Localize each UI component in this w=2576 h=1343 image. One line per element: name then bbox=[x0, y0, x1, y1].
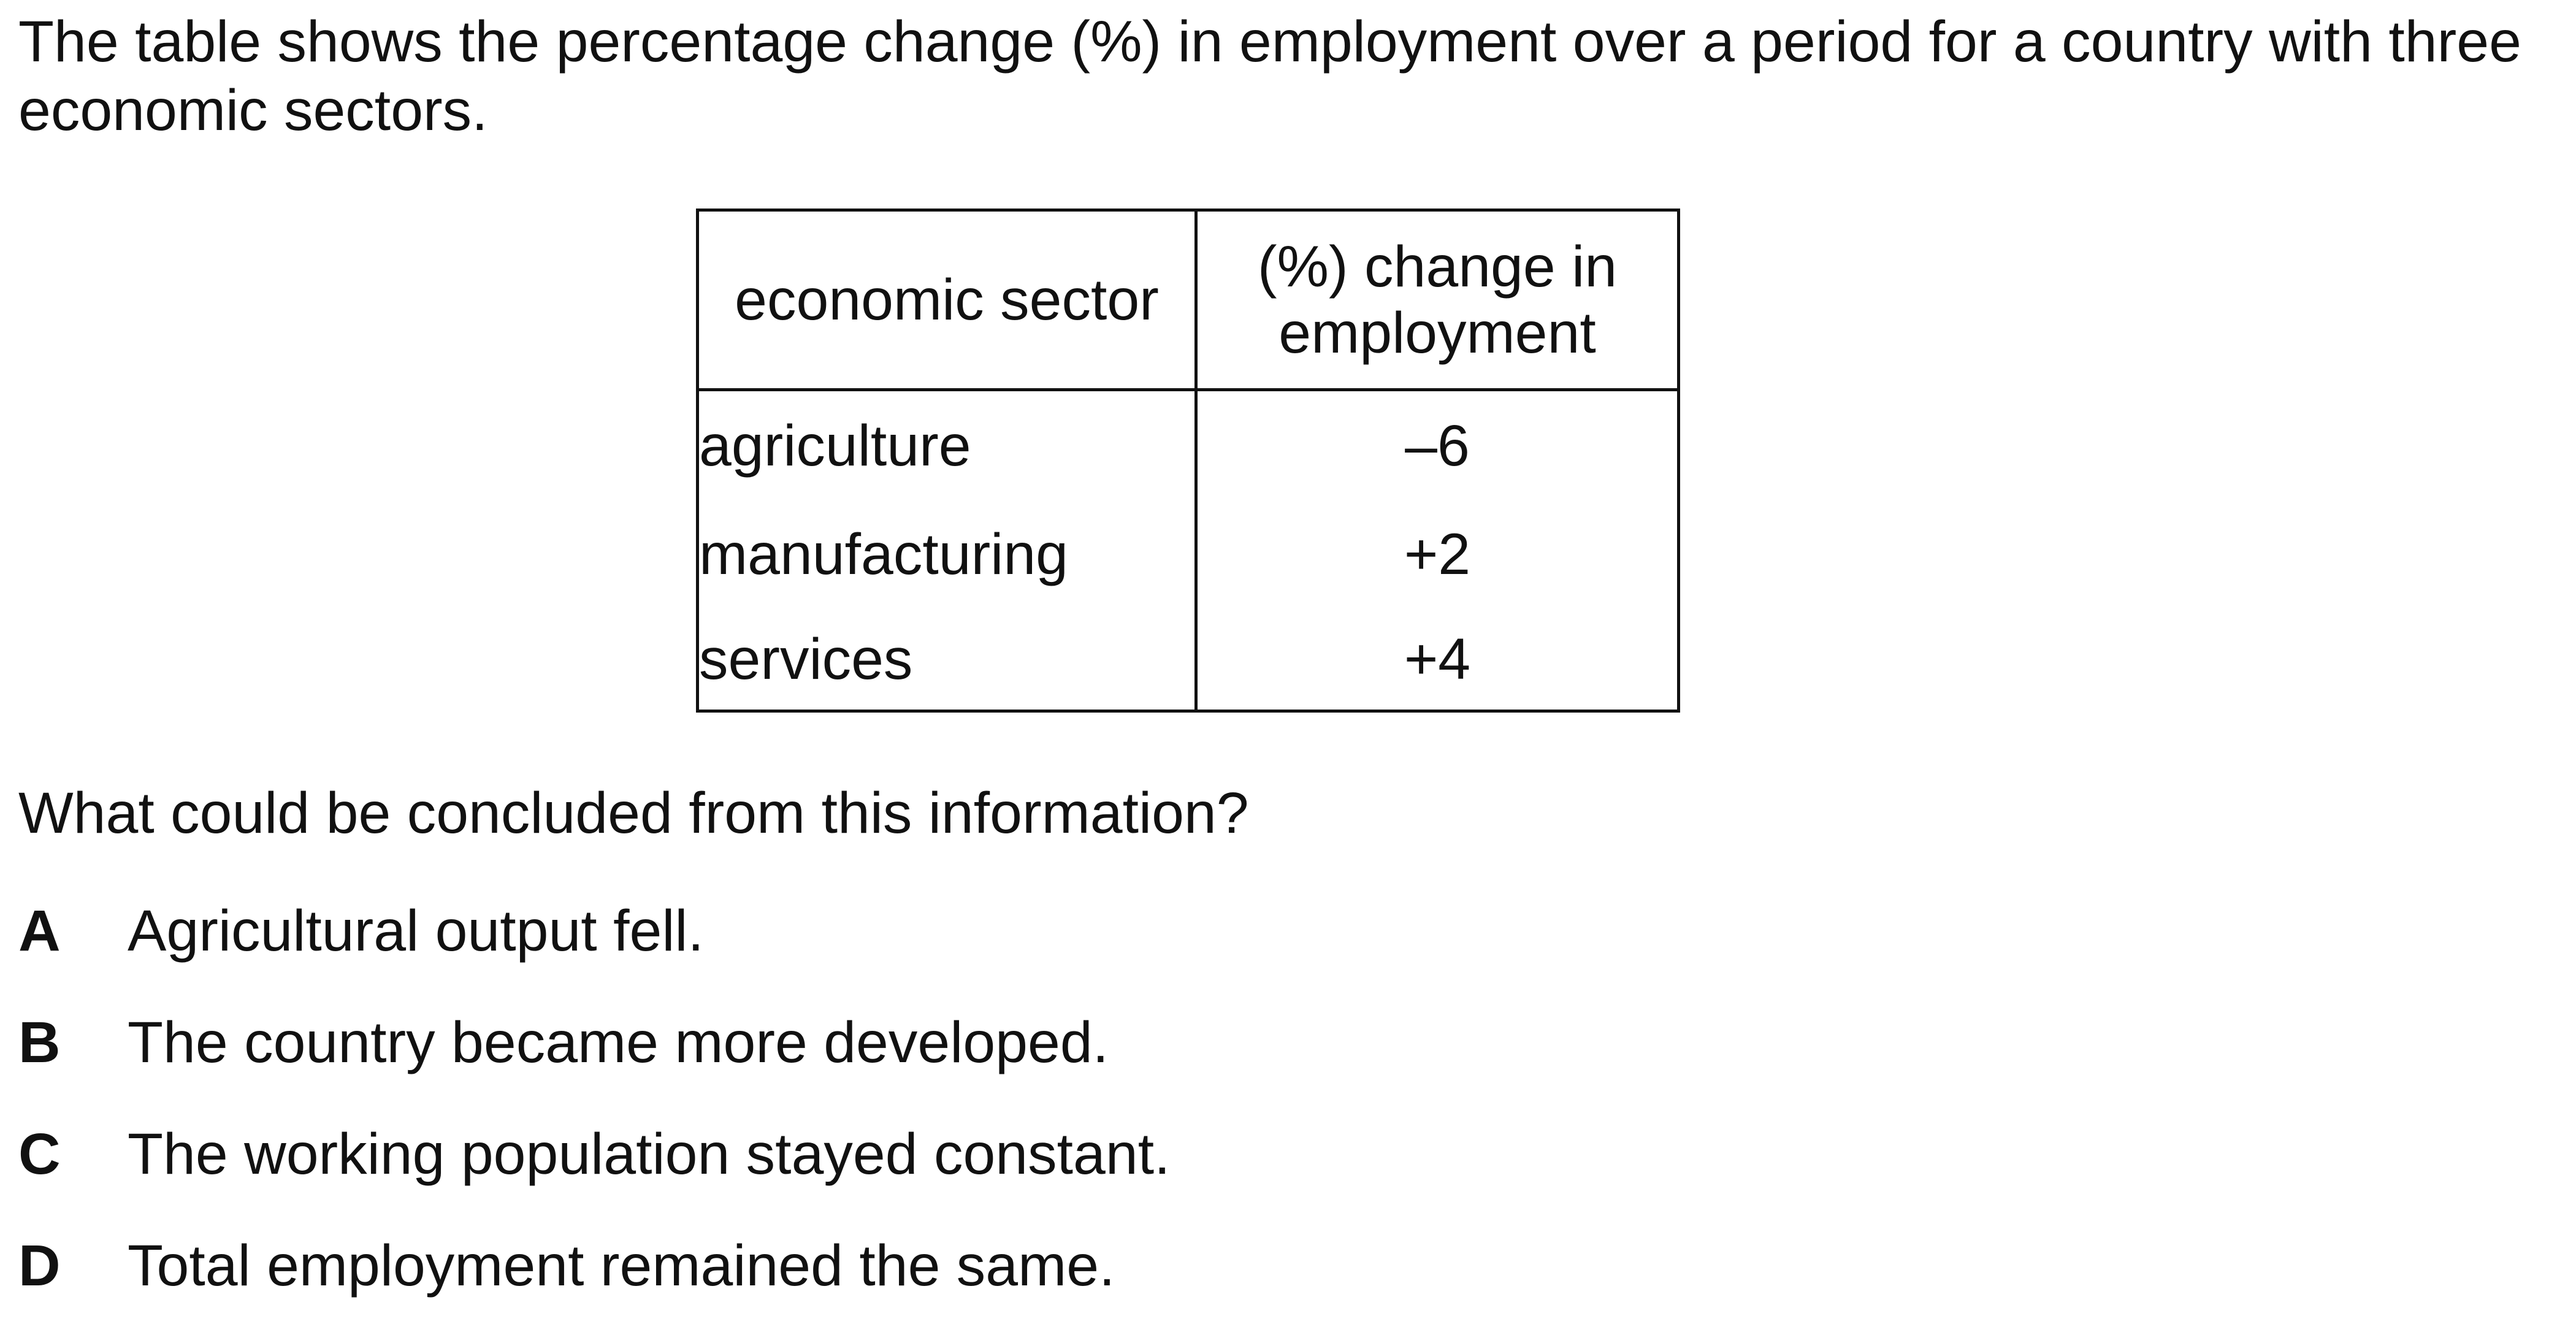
question-page: The table shows the percentage change (%… bbox=[18, 9, 2521, 1298]
sector-cell: agriculture bbox=[696, 389, 1198, 500]
option-text: Total employment remained the same. bbox=[128, 1233, 1115, 1298]
table-header-row: economic sector (%) change in employment bbox=[696, 209, 1680, 391]
option-c[interactable]: C The working population stayed constant… bbox=[18, 1120, 1171, 1231]
option-letter: B bbox=[18, 1010, 61, 1075]
option-a[interactable]: A Agricultural output fell. bbox=[18, 897, 1171, 1008]
table-row: services +4 bbox=[696, 608, 1680, 713]
sector-cell: services bbox=[696, 608, 1198, 713]
header-economic-sector: economic sector bbox=[696, 209, 1198, 391]
option-d[interactable]: D Total employment remained the same. bbox=[18, 1231, 1171, 1343]
option-text: The working population stayed constant. bbox=[128, 1122, 1171, 1187]
option-text: Agricultural output fell. bbox=[128, 898, 704, 963]
header-percent-change: (%) change in employment bbox=[1194, 209, 1680, 391]
intro-text: The table shows the percentage change (%… bbox=[18, 9, 2521, 143]
change-cell: –6 bbox=[1194, 389, 1680, 500]
table-row: agriculture –6 bbox=[696, 389, 1680, 500]
change-cell: +2 bbox=[1194, 500, 1680, 608]
employment-table: economic sector (%) change in employment… bbox=[696, 209, 1680, 713]
question-text: What could be concluded from this inform… bbox=[18, 781, 1249, 846]
option-letter: A bbox=[18, 898, 61, 963]
table-row: manufacturing +2 bbox=[696, 500, 1680, 608]
sector-cell: manufacturing bbox=[696, 500, 1198, 608]
option-letter: D bbox=[18, 1233, 61, 1298]
option-letter: C bbox=[18, 1122, 61, 1187]
option-text: The country became more developed. bbox=[128, 1010, 1109, 1075]
change-cell: +4 bbox=[1194, 608, 1680, 713]
answer-options: A Agricultural output fell. B The countr… bbox=[18, 897, 1171, 1343]
option-b[interactable]: B The country became more developed. bbox=[18, 1008, 1171, 1120]
